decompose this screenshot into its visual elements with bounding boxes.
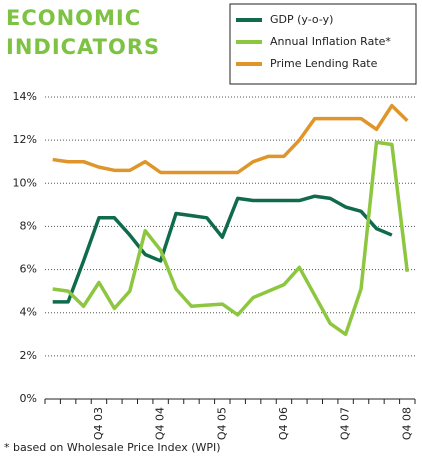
x-tick-label: Q4 04 [154,407,167,440]
legend-label: Prime Lending Rate [270,57,378,70]
x-tick-label: Q4 03 [92,407,105,440]
line [52,140,410,337]
y-tick-label: 4% [20,306,37,319]
line [52,103,409,175]
legend-label: Annual Inflation Rate* [270,35,391,48]
chart-title: ECONOMIC INDICATORS [6,6,161,59]
y-tick-label: 10% [13,176,37,189]
line [52,194,393,304]
x-tick-label: Q4 05 [215,407,228,440]
footnote: * based on Wholesale Price Index (WPI) [4,441,221,454]
y-tick-label: 2% [20,349,37,362]
y-tick-label: 6% [20,263,37,276]
x-tick-label: Q4 06 [277,407,290,440]
y-tick-label: 14% [13,90,37,103]
legend-label: GDP (y-o-y) [270,13,333,26]
x-tick-label: Q4 08 [400,407,413,440]
x-tick-label: Q4 07 [339,407,352,440]
y-tick-label: 12% [13,133,37,146]
y-tick-label: 8% [20,219,37,232]
y-tick-label: 0% [20,392,37,405]
